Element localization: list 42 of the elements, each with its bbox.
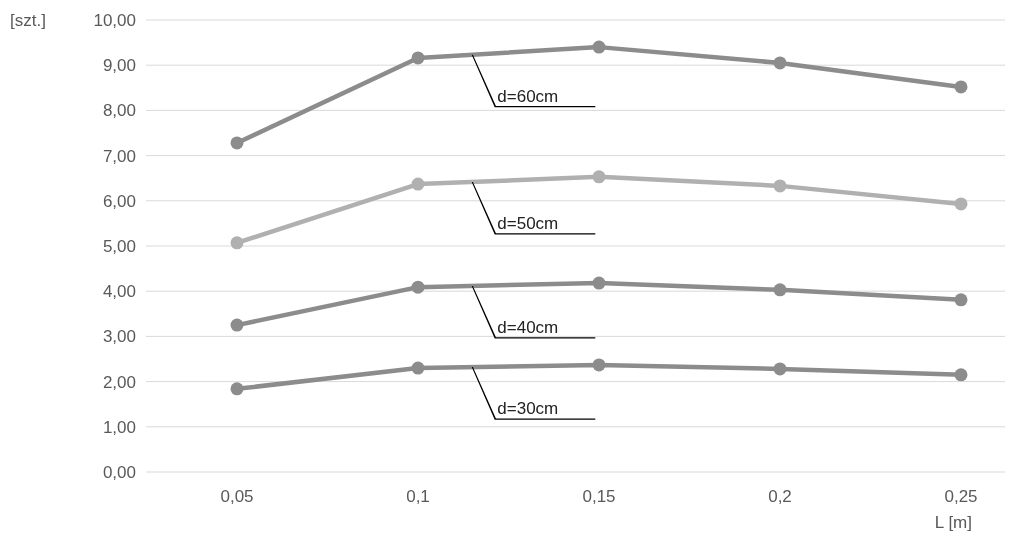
- x-tick-label: 0,05: [220, 487, 254, 506]
- point: [773, 362, 787, 376]
- point: [592, 170, 606, 184]
- y-tick-label: 9,00: [102, 56, 136, 76]
- point: [773, 56, 787, 70]
- point: [230, 318, 244, 332]
- point: [411, 51, 425, 65]
- y-tick-label: 1,00: [102, 417, 136, 437]
- point: [954, 293, 968, 307]
- point: [773, 283, 787, 297]
- point: [954, 80, 968, 94]
- x-axis-title: L [m]: [934, 513, 972, 532]
- point: [592, 358, 606, 372]
- y-tick-label: 0,00: [102, 462, 136, 482]
- point: [411, 177, 425, 191]
- y-tick-label: 6,00: [102, 191, 136, 211]
- y-tick-label: 2,00: [102, 372, 136, 392]
- y-axis-title: [szt.]: [10, 10, 46, 30]
- x-tick-label: 0,2: [768, 487, 792, 506]
- point: [411, 280, 425, 294]
- series-label: d=40cm: [497, 317, 559, 337]
- point: [230, 236, 244, 250]
- series-label: d=50cm: [497, 213, 559, 233]
- y-tick-label: 5,00: [102, 236, 136, 256]
- y-tick-label: 8,00: [102, 101, 136, 121]
- point: [230, 382, 244, 396]
- y-tick-label: 10,00: [93, 10, 136, 30]
- point: [773, 179, 787, 193]
- point: [954, 368, 968, 382]
- x-tick-label: 0,1: [406, 487, 430, 506]
- y-tick-label: 7,00: [102, 146, 136, 166]
- point: [954, 197, 968, 211]
- point: [592, 40, 606, 54]
- point: [592, 276, 606, 290]
- x-tick-label: 0,25: [944, 487, 978, 506]
- series-label: d=30cm: [497, 399, 559, 419]
- x-tick-label: 0,15: [582, 487, 616, 506]
- series-label: d=60cm: [497, 86, 559, 106]
- y-tick-label: 3,00: [102, 327, 136, 347]
- point: [411, 361, 425, 375]
- point: [230, 136, 244, 150]
- y-tick-label: 4,00: [102, 282, 136, 302]
